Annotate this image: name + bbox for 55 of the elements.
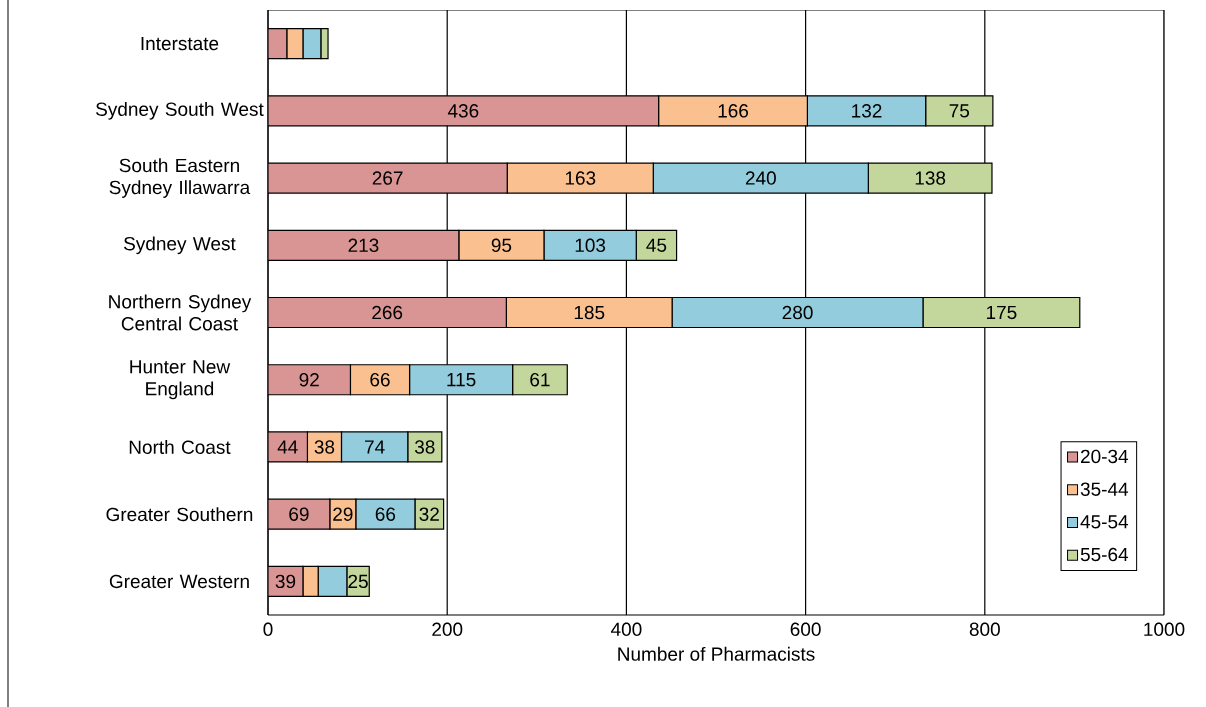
- data-label: 39: [275, 574, 296, 589]
- data-label: 115: [447, 373, 476, 387]
- data-label: 32: [419, 507, 439, 521]
- legend-label: 35-44: [1080, 482, 1129, 496]
- data-label: 69: [289, 507, 309, 521]
- bar: [268, 162, 508, 194]
- x-tick-label: 600: [790, 622, 821, 636]
- x-tick-label: 200: [432, 622, 463, 636]
- y-tick-label: North Coast: [129, 439, 231, 454]
- y-tick-label: Northern Sydney Central Coast: [109, 294, 252, 331]
- data-label: 45: [646, 238, 667, 252]
- data-label: 132: [852, 104, 882, 118]
- legend-label: 45-54: [1080, 515, 1129, 529]
- y-tick-label: Greater Southern: [106, 507, 253, 522]
- data-label: 75: [949, 104, 970, 118]
- y-tick-label: Hunter New England: [130, 360, 231, 400]
- data-label: 61: [530, 373, 550, 387]
- data-label: 44: [277, 440, 298, 454]
- y-tick-label: Interstate: [141, 37, 219, 51]
- data-label: 25: [348, 574, 368, 589]
- data-label: 267: [372, 171, 403, 185]
- data-label: 138: [915, 171, 946, 185]
- y-tick-label: Sydney South West: [96, 101, 264, 120]
- data-label: 166: [718, 104, 749, 118]
- data-label: 66: [375, 507, 396, 521]
- data-label: 185: [574, 305, 605, 320]
- data-label: 66: [370, 373, 390, 387]
- data-label: 92: [299, 373, 319, 387]
- data-label: 95: [491, 238, 512, 253]
- data-label: 74: [365, 440, 385, 454]
- data-label: 266: [372, 305, 403, 320]
- legend-label: 20-34: [1081, 449, 1129, 464]
- y-tick-label: Sydney West: [124, 236, 236, 255]
- x-tick-label: 0: [263, 622, 273, 636]
- data-label: 163: [565, 171, 596, 185]
- x-axis-title: Number of Pharmacists: [618, 646, 815, 661]
- data-label: 213: [348, 238, 379, 253]
- y-tick-label: Greater Western: [109, 574, 249, 589]
- data-label: 280: [782, 305, 813, 320]
- data-label: 240: [745, 171, 776, 185]
- x-tick-label: 800: [969, 622, 1000, 636]
- y-tick-label: South Eastern Sydney Illawarra: [109, 158, 251, 198]
- data-label: 103: [575, 238, 606, 253]
- data-label: 38: [314, 440, 335, 454]
- bar: [268, 364, 352, 396]
- x-tick-label: 1000: [1144, 622, 1185, 636]
- bar: [268, 229, 460, 261]
- legend-label: 55-64: [1080, 547, 1129, 562]
- bar: [268, 296, 507, 329]
- data-label: 175: [986, 305, 1017, 320]
- data-label: 38: [414, 440, 435, 454]
- bar: [268, 95, 660, 127]
- data-label: 436: [447, 104, 479, 118]
- data-label: 29: [333, 507, 353, 521]
- x-tick-label: 400: [611, 622, 642, 636]
